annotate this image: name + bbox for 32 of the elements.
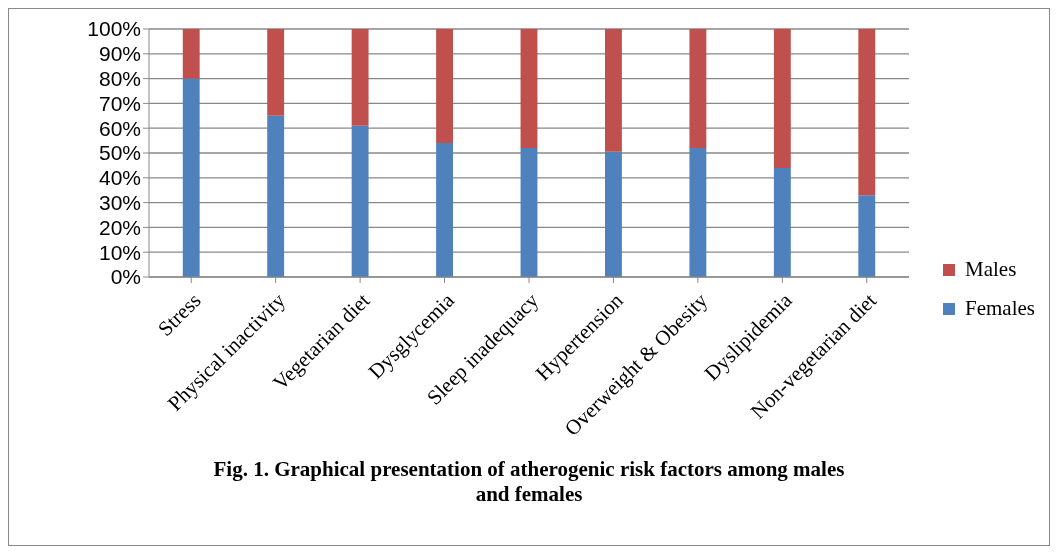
- y-tick-label: 50%: [98, 141, 141, 165]
- bar: [436, 29, 453, 144]
- y-tick-label: 0%: [110, 265, 141, 289]
- bar: [605, 151, 622, 277]
- bar: [773, 167, 791, 277]
- text: Fig. 1. Graphical presentation of atherogenic risk factors among males and females: [212, 457, 846, 507]
- legend-label: Males: [965, 257, 1017, 282]
- y-tick-label: 30%: [98, 191, 141, 215]
- bar: [436, 143, 453, 277]
- y-tick-label: 80%: [98, 67, 141, 91]
- y-tick-label: 10%: [98, 240, 141, 264]
- bar: [520, 148, 538, 277]
- legend-label: Females: [965, 296, 1035, 321]
- bar: [267, 29, 285, 116]
- bar: [689, 29, 707, 149]
- bar: [605, 29, 622, 152]
- bar: [267, 115, 285, 277]
- bar: [520, 29, 538, 149]
- bar: [858, 29, 876, 196]
- bar: [351, 29, 369, 126]
- y-tick-label: 20%: [98, 215, 141, 239]
- y-tick-label: 90%: [98, 42, 141, 66]
- bar: [858, 195, 876, 277]
- y-tick-label: 70%: [98, 91, 141, 115]
- bar: [351, 125, 369, 277]
- y-tick-label: 60%: [98, 116, 141, 140]
- y-tick-label: 100%: [87, 17, 141, 41]
- bar: [182, 29, 200, 79]
- bar: [182, 78, 200, 277]
- bar: [773, 29, 791, 168]
- bar: [689, 148, 707, 277]
- y-tick-label: 40%: [98, 166, 141, 190]
